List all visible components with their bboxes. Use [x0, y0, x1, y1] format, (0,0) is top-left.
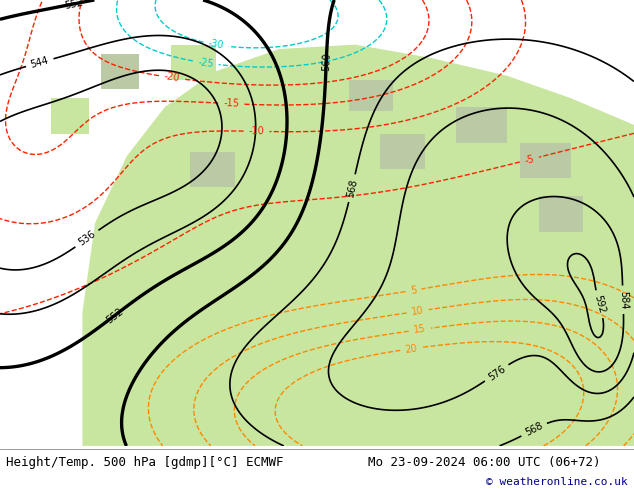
Text: 592: 592 [592, 294, 607, 315]
Polygon shape [456, 107, 507, 143]
Text: -25: -25 [197, 57, 214, 69]
Text: 536: 536 [77, 229, 98, 248]
Text: 584: 584 [618, 291, 628, 309]
Text: 568: 568 [345, 178, 359, 198]
Polygon shape [51, 98, 89, 134]
Text: 560: 560 [321, 51, 332, 71]
Text: 20: 20 [404, 343, 418, 355]
Polygon shape [539, 196, 583, 232]
Text: 10: 10 [411, 305, 425, 317]
Text: Height/Temp. 500 hPa [gdmp][°C] ECMWF: Height/Temp. 500 hPa [gdmp][°C] ECMWF [6, 456, 284, 469]
Text: 576: 576 [486, 364, 507, 382]
Text: -20: -20 [163, 72, 180, 84]
Polygon shape [349, 80, 393, 112]
Polygon shape [520, 143, 571, 178]
Polygon shape [171, 45, 216, 80]
Polygon shape [190, 151, 235, 187]
Text: -10: -10 [249, 126, 264, 136]
Text: 552: 552 [64, 0, 84, 10]
Text: 5: 5 [410, 285, 417, 295]
Text: 544: 544 [30, 55, 50, 70]
Polygon shape [101, 53, 139, 89]
Text: 568: 568 [524, 421, 545, 438]
Polygon shape [82, 45, 634, 446]
Text: -5: -5 [524, 153, 535, 166]
Text: -30: -30 [207, 39, 224, 51]
Text: Mo 23-09-2024 06:00 UTC (06+72): Mo 23-09-2024 06:00 UTC (06+72) [368, 456, 600, 469]
Text: 15: 15 [413, 324, 427, 336]
Polygon shape [101, 53, 139, 89]
Polygon shape [380, 134, 425, 170]
Text: 552: 552 [104, 306, 125, 325]
Text: © weatheronline.co.uk: © weatheronline.co.uk [486, 477, 628, 487]
Text: -15: -15 [223, 98, 239, 109]
